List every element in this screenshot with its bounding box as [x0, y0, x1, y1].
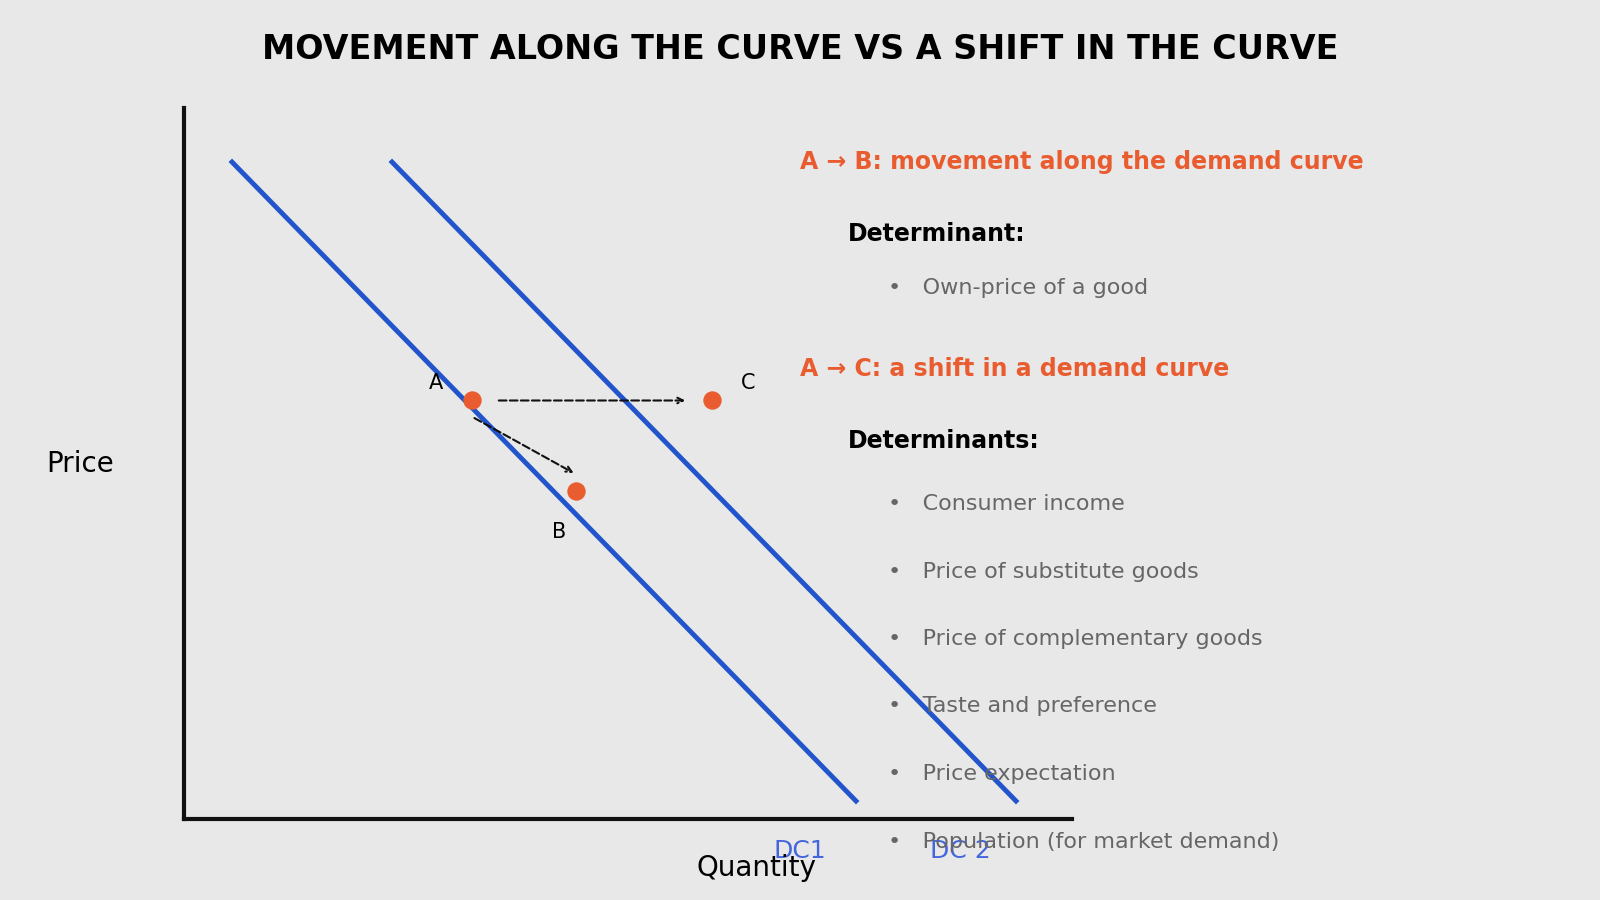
Text: B: B — [552, 522, 566, 542]
Text: •   Own-price of a good: • Own-price of a good — [888, 278, 1149, 298]
Text: A: A — [429, 374, 443, 393]
Text: Determinants:: Determinants: — [848, 429, 1040, 453]
Text: DC 2: DC 2 — [930, 839, 990, 862]
Text: •   Consumer income: • Consumer income — [888, 494, 1125, 514]
Text: C: C — [741, 374, 755, 393]
Point — [563, 483, 589, 498]
Text: Price: Price — [46, 449, 114, 478]
Text: •   Taste and preference: • Taste and preference — [888, 697, 1157, 716]
Text: A → C: a shift in a demand curve: A → C: a shift in a demand curve — [800, 357, 1229, 381]
Text: •   Price of substitute goods: • Price of substitute goods — [888, 562, 1198, 581]
Text: •   Population (for market demand): • Population (for market demand) — [888, 832, 1280, 851]
Text: A → B: movement along the demand curve: A → B: movement along the demand curve — [800, 150, 1363, 174]
Text: DC1: DC1 — [774, 839, 826, 862]
Text: Quantity: Quantity — [696, 854, 816, 883]
Point — [699, 393, 725, 408]
Point — [459, 393, 485, 408]
Text: MOVEMENT ALONG THE CURVE VS A SHIFT IN THE CURVE: MOVEMENT ALONG THE CURVE VS A SHIFT IN T… — [262, 33, 1338, 66]
Text: •   Price of complementary goods: • Price of complementary goods — [888, 629, 1262, 649]
Text: •   Price expectation: • Price expectation — [888, 764, 1115, 784]
Text: Determinant:: Determinant: — [848, 222, 1026, 246]
